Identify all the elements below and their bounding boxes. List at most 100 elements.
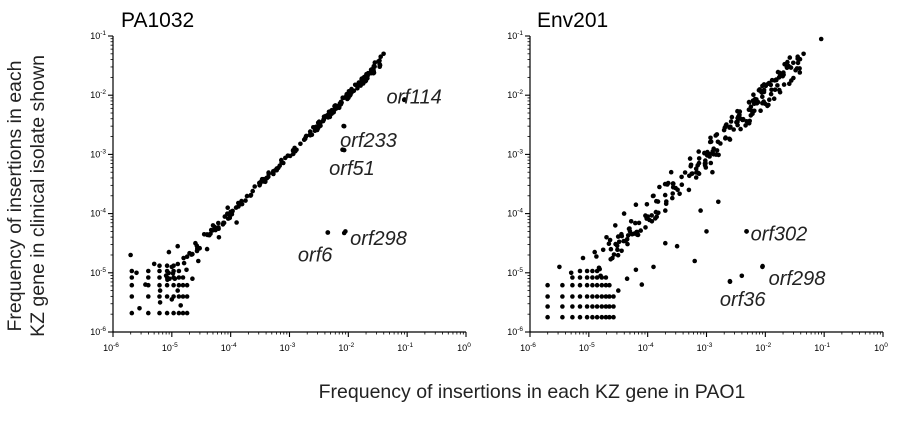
data-point [639,282,645,287]
data-point [760,83,765,89]
data-point [146,310,151,316]
data-point [164,294,170,299]
data-point [584,268,590,274]
data-point [795,54,800,59]
data-point [171,275,176,280]
data-point [557,264,562,270]
data-point [134,270,139,276]
data-point [761,87,767,93]
data-point [577,268,583,274]
data-point [662,192,668,198]
data-point [616,288,621,293]
data-point [651,193,656,199]
data-point [301,137,307,142]
data-point [181,260,187,266]
data-point [346,95,351,101]
data-point [768,91,774,97]
y-tick-label: 10-4 [507,208,523,219]
data-point [727,278,733,284]
x-tick-label: 10-4 [221,342,237,353]
data-point [584,282,590,288]
data-point [604,235,609,240]
data-point [213,227,218,233]
x-tick-label: 10-3 [697,342,713,353]
data-point [184,254,190,259]
data-point [271,171,276,177]
data-point [378,54,384,59]
data-point [584,304,590,309]
data-point [190,251,195,257]
data-point [772,87,778,92]
y-tick-label: 10-4 [90,208,106,219]
data-point [615,252,621,258]
data-point [129,310,135,316]
data-point [356,80,362,85]
data-point [201,232,207,237]
data-point [545,294,550,299]
data-point [244,193,250,199]
data-point [777,87,782,93]
data-point [789,78,794,83]
data-point [608,246,614,252]
data-point [633,202,639,207]
data-point [239,201,245,207]
data-point [776,75,782,80]
data-point [771,96,777,101]
data-point [619,248,624,254]
data-point [594,294,600,299]
data-point [716,152,721,158]
data-point [584,314,590,320]
data-point [746,107,752,112]
data-point [176,310,182,316]
data-point [760,100,765,106]
data-point [775,83,780,88]
data-point [309,132,315,137]
data-point [196,258,201,264]
data-point [727,136,732,142]
data-point [331,110,337,115]
data-point [653,209,659,215]
y-tick-label: 10-6 [507,326,523,337]
data-point [633,220,638,226]
data-point [146,294,151,299]
data-point [772,78,777,83]
data-point [750,111,755,117]
data-point [607,304,612,309]
data-point [349,90,354,95]
data-point [607,282,612,288]
data-point [171,310,176,316]
data-point [592,249,597,255]
data-point [613,223,618,228]
data-point [570,294,575,299]
x-tick-label: 100 [457,342,471,353]
data-point [285,153,291,158]
data-point [577,275,583,280]
data-point [180,294,186,299]
data-point [698,208,703,213]
data-point [679,182,685,187]
data-point [787,81,792,87]
gene-annotation: orf51 [329,158,375,180]
data-point [304,133,309,139]
data-point [603,294,609,299]
data-point [611,252,617,257]
data-point [614,243,620,248]
data-point [570,314,575,320]
gene-annotation: orf6 [298,244,333,266]
data-point [171,282,176,288]
data-point [818,36,824,42]
data-point [657,184,662,190]
data-point [787,55,793,60]
data-point [570,282,575,288]
data-point [229,212,235,217]
y-axis-title-line1: Frequency of insertions in each [4,61,26,332]
data-point [175,288,180,293]
data-point [178,303,183,308]
data-point [599,314,605,320]
data-point [707,139,713,145]
data-point [606,241,612,246]
data-point [763,83,769,89]
data-point [157,282,162,288]
gene-annotation: orf233 [340,130,397,152]
data-point [325,230,331,235]
